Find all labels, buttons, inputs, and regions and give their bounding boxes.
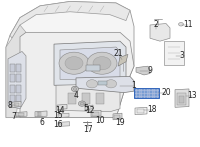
Bar (10, 74, 15, 82)
Text: 2: 2 (154, 20, 158, 29)
Bar (16, 85, 21, 93)
Text: 3: 3 (180, 51, 184, 60)
Polygon shape (35, 111, 47, 117)
Text: 10: 10 (95, 116, 105, 125)
Text: 12: 12 (85, 106, 95, 116)
Circle shape (87, 52, 117, 74)
Bar (10, 64, 15, 72)
Bar (16, 95, 21, 103)
Text: 16: 16 (53, 120, 63, 129)
Bar (98, 81, 107, 85)
Bar (114, 115, 120, 119)
Bar (86, 65, 100, 71)
Polygon shape (113, 113, 122, 120)
Bar (82, 93, 90, 104)
Text: 14: 14 (55, 106, 65, 116)
Text: 20: 20 (161, 88, 171, 97)
Text: 18: 18 (147, 105, 157, 114)
Bar (10, 95, 15, 103)
Text: 21: 21 (113, 49, 123, 58)
Polygon shape (150, 24, 170, 41)
Polygon shape (56, 84, 120, 112)
Text: 15: 15 (53, 111, 63, 120)
Text: 4: 4 (74, 91, 78, 100)
Bar (18, 113, 24, 116)
Polygon shape (135, 107, 147, 115)
Polygon shape (54, 41, 126, 85)
Circle shape (71, 86, 79, 92)
Polygon shape (91, 110, 101, 117)
Text: 17: 17 (83, 125, 93, 134)
Bar (134, 88, 159, 98)
Bar (179, 96, 184, 103)
Polygon shape (10, 1, 130, 38)
Circle shape (86, 80, 98, 88)
Polygon shape (58, 113, 69, 118)
Bar (14, 103, 19, 106)
Bar (96, 93, 104, 104)
Polygon shape (60, 47, 120, 81)
Text: 11: 11 (183, 20, 193, 30)
Circle shape (105, 80, 117, 88)
Polygon shape (136, 66, 150, 75)
Polygon shape (85, 105, 93, 110)
Polygon shape (16, 112, 27, 117)
Circle shape (80, 102, 84, 105)
Text: 7: 7 (12, 112, 16, 121)
Circle shape (59, 52, 89, 74)
Bar (39, 112, 41, 116)
Bar (37, 112, 39, 116)
Text: 13: 13 (187, 91, 197, 100)
Bar (16, 74, 21, 82)
Polygon shape (164, 41, 184, 65)
Text: 8: 8 (8, 101, 12, 110)
Circle shape (179, 22, 183, 26)
Text: 19: 19 (115, 117, 125, 127)
Polygon shape (76, 76, 134, 93)
Bar (10, 85, 15, 93)
Bar (137, 109, 144, 113)
Polygon shape (6, 25, 26, 118)
Polygon shape (57, 104, 67, 110)
Circle shape (73, 88, 77, 90)
Polygon shape (12, 101, 21, 107)
Text: 6: 6 (40, 117, 44, 127)
Text: 1: 1 (132, 81, 136, 91)
Text: 5: 5 (84, 103, 88, 113)
Polygon shape (6, 1, 134, 118)
Polygon shape (8, 51, 26, 109)
Polygon shape (175, 89, 189, 107)
Circle shape (93, 57, 111, 70)
Polygon shape (20, 32, 134, 118)
Bar (92, 112, 99, 116)
Text: 9: 9 (148, 66, 152, 75)
Circle shape (78, 101, 86, 106)
Bar (68, 93, 76, 104)
Polygon shape (118, 54, 128, 66)
Bar (16, 64, 21, 72)
Polygon shape (58, 122, 70, 126)
Bar (177, 93, 186, 105)
Circle shape (65, 57, 83, 70)
